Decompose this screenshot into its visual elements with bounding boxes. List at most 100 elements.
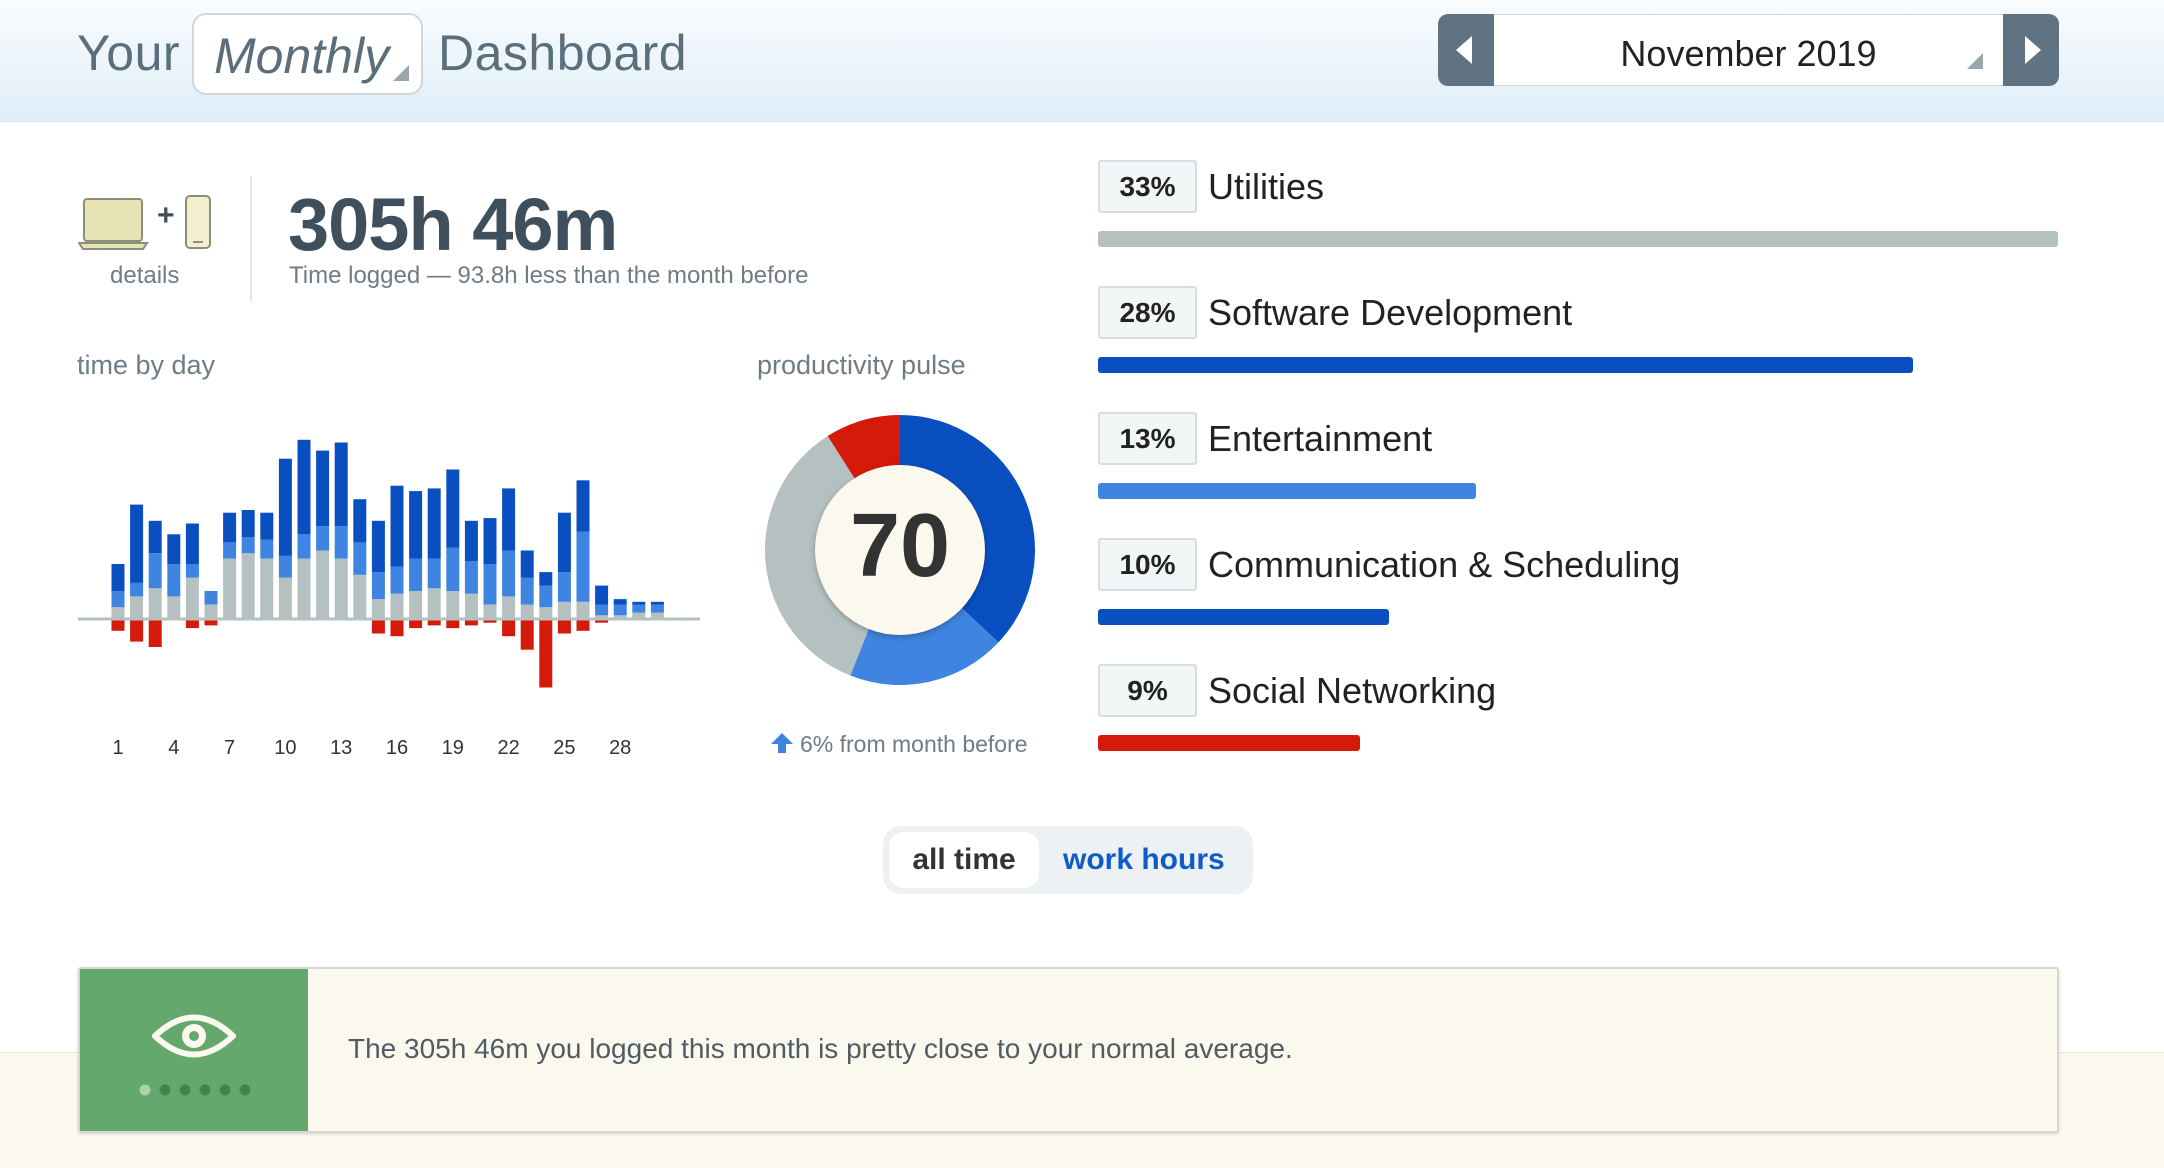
day-bar-segment — [148, 520, 162, 554]
x-tick-label: 16 — [386, 737, 408, 759]
pagination-dots[interactable] — [138, 1083, 258, 1097]
day-bar-negative — [390, 620, 404, 637]
category-entertainment: 13% Entertainment — [1098, 412, 2058, 522]
day-bar-segment — [204, 591, 218, 605]
category-bar — [1098, 609, 1389, 625]
day-bar-segment — [650, 612, 664, 618]
category-name[interactable]: Social Networking — [1208, 670, 1497, 711]
day-bar-segment — [409, 491, 423, 559]
dashboard-header: Your Monthly Dashboard November 2019 — [0, 0, 2164, 122]
day-bar-segment — [632, 612, 646, 618]
all-time-tab[interactable]: all time — [889, 832, 1039, 888]
pulse-change-text: 6% from month before — [800, 731, 1028, 757]
x-tick-label: 22 — [497, 737, 519, 759]
month-navigator: November 2019 — [1438, 14, 2059, 86]
day-bar-segment — [241, 553, 255, 618]
day-bar-segment — [316, 550, 330, 618]
day-bar-segment — [409, 591, 423, 618]
day-bar-segment — [278, 458, 292, 556]
day-bar-negative — [520, 620, 534, 650]
day-bar-segment — [483, 604, 497, 618]
eye-icon — [152, 1014, 236, 1058]
period-select[interactable]: Monthly — [192, 13, 423, 95]
next-month-button[interactable] — [2003, 14, 2059, 86]
resize-corner-icon — [393, 65, 409, 81]
category-bar — [1098, 357, 1913, 373]
day-bar-negative — [148, 620, 162, 647]
day-bar-segment — [539, 572, 553, 586]
title-prefix: Your — [77, 25, 181, 81]
category-percent: 33% — [1098, 160, 1197, 213]
time-logged-total: 305h 46m — [288, 183, 618, 266]
category-percent: 28% — [1098, 286, 1197, 339]
category-name[interactable]: Utilities — [1208, 166, 1325, 207]
day-bar-segment — [278, 577, 292, 618]
details-link[interactable]: details — [110, 262, 180, 289]
day-bar-segment — [297, 439, 311, 535]
day-bar-segment — [595, 604, 609, 616]
day-bar-segment — [483, 518, 497, 564]
period-select-value: Monthly — [214, 28, 390, 84]
category-name[interactable]: Entertainment — [1208, 418, 1433, 459]
day-bar-segment — [576, 601, 590, 618]
day-bar-negative — [427, 620, 441, 626]
day-bar-segment — [260, 512, 274, 540]
day-bar-segment — [427, 588, 441, 618]
day-bar-segment — [520, 604, 534, 618]
day-bar-segment — [223, 542, 237, 559]
resize-corner-icon — [1967, 53, 1983, 69]
day-bar-segment — [539, 607, 553, 618]
day-bar-segment — [409, 558, 423, 591]
day-bar-segment — [148, 588, 162, 618]
day-bar-segment — [185, 564, 199, 578]
day-bar-negative — [576, 620, 590, 631]
category-utilities: 33% Utilities — [1098, 160, 2058, 270]
x-tick-label: 10 — [274, 737, 296, 759]
day-bar-segment — [223, 558, 237, 618]
day-bar-segment — [483, 564, 497, 605]
day-bar-segment — [613, 599, 627, 605]
work-hours-tab[interactable]: work hours — [1063, 843, 1225, 876]
day-bar-negative — [483, 620, 497, 623]
category-communication-scheduling: 10% Communication & Scheduling — [1098, 538, 2058, 648]
day-bar-segment — [241, 510, 255, 537]
day-bar-segment — [334, 526, 348, 559]
day-bar-segment — [204, 604, 218, 618]
category-bar — [1098, 231, 2058, 247]
category-percent: 10% — [1098, 538, 1197, 591]
day-bar-segment — [502, 596, 516, 618]
day-bar-segment — [650, 604, 664, 613]
day-bar-segment — [520, 550, 534, 578]
time-by-day-chart: 1 4 7 10 13 16 19 22 25 28 — [78, 439, 700, 759]
devices-details-button[interactable]: + — [77, 195, 213, 255]
category-software-development: 28% Software Development — [1098, 286, 2058, 396]
day-bar-negative — [130, 620, 144, 642]
day-bar-negative — [595, 620, 609, 623]
day-bar-segment — [260, 558, 274, 618]
day-bar-segment — [464, 561, 478, 594]
time-by-day-label: time by day — [77, 350, 216, 380]
laptop-plus-phone-icon: + — [77, 195, 211, 250]
day-bar-segment — [167, 534, 181, 564]
day-bar-segment — [278, 555, 292, 578]
category-name[interactable]: Software Development — [1208, 292, 1573, 333]
day-bar-segment — [502, 550, 516, 597]
previous-month-button[interactable] — [1438, 14, 1494, 86]
category-percent: 13% — [1098, 412, 1197, 465]
day-bar-segment — [427, 488, 441, 559]
day-bar-segment — [334, 558, 348, 618]
arrow-up-icon — [771, 733, 793, 753]
month-select[interactable]: November 2019 — [1494, 14, 2003, 86]
category-name[interactable]: Communication & Scheduling — [1208, 544, 1681, 585]
day-bar-segment — [613, 604, 627, 616]
day-bar-segment — [167, 564, 181, 597]
arrow-left-icon — [1456, 36, 1472, 64]
x-tick-label: 28 — [609, 737, 631, 759]
day-bar-segment — [502, 488, 516, 551]
divider — [250, 177, 252, 301]
day-bar-segment — [557, 512, 571, 573]
day-bar-negative — [557, 620, 571, 634]
pulse-center-disc — [815, 465, 985, 635]
insight-icon-panel — [80, 969, 308, 1131]
